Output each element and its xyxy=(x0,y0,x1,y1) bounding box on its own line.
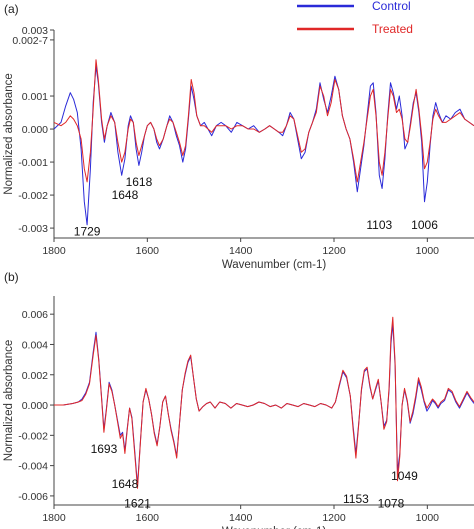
x-tick-label: 1200 xyxy=(322,512,346,524)
y-tick-label: 0.000 xyxy=(22,124,48,136)
x-tick-label: 1800 xyxy=(42,512,66,524)
peak-label: 1103 xyxy=(366,218,392,232)
y-axis-title: Normalized absorbance xyxy=(3,340,15,461)
y-tick-label: 0.000 xyxy=(22,400,48,412)
peak-label: 1049 xyxy=(391,469,418,483)
panel-label: (b) xyxy=(4,270,19,284)
y-tick-label: 0.002-7 xyxy=(12,35,48,47)
y-tick-label: 0.004 xyxy=(22,339,48,351)
x-tick-label: 1600 xyxy=(136,245,160,257)
peak-label: 1648 xyxy=(112,188,139,202)
peak-label: 1153 xyxy=(343,492,369,506)
x-tick-label: 1200 xyxy=(322,245,346,257)
peak-label: 1693 xyxy=(91,442,118,456)
y-tick-label: -0.006 xyxy=(18,491,48,503)
peak-label: 1648 xyxy=(112,477,139,491)
x-tick-label: 1600 xyxy=(136,512,160,524)
y-tick-label: 0.002 xyxy=(22,370,48,382)
peak-label: 1078 xyxy=(378,496,405,510)
y-tick-label: 0.006 xyxy=(22,309,48,321)
legend: Control Treated xyxy=(297,0,413,36)
peak-label: 1006 xyxy=(411,218,438,232)
y-tick-label: -0.001 xyxy=(18,157,48,169)
y-axis-title: Normalized absorbance xyxy=(3,73,15,194)
y-tick-label: -0.003 xyxy=(18,223,48,235)
legend-label-control: Control xyxy=(372,0,411,13)
peak-label: 1729 xyxy=(74,224,101,238)
y-tick-label: -0.002 xyxy=(18,430,48,442)
panel-label: (a) xyxy=(4,2,19,16)
y-tick-label: 0.001 xyxy=(22,91,48,103)
x-tick-label: 1800 xyxy=(42,245,66,257)
x-axis-title: Wavenumber (cm-1) xyxy=(222,259,327,271)
y-tick-label: -0.002 xyxy=(18,190,48,202)
series-line-treated xyxy=(54,316,474,489)
legend-label-treated: Treated xyxy=(372,22,413,36)
y-tick-label: -0.004 xyxy=(18,461,48,473)
series-line-control xyxy=(54,322,474,486)
peak-label: 1618 xyxy=(126,175,153,189)
peak-label: 1621 xyxy=(124,496,151,510)
x-tick-label: 1000 xyxy=(416,512,440,524)
x-tick-label: 1000 xyxy=(416,245,440,257)
series-line-treated xyxy=(53,59,474,183)
x-tick-label: 1400 xyxy=(229,512,253,524)
x-tick-label: 1400 xyxy=(229,245,253,257)
panel-b: (b) 0.006 0.004 0.002 0.000 -0.002 -0.004 -0.00… xyxy=(3,270,474,529)
x-axis-title: Wavenumber (cm-1) xyxy=(222,526,327,529)
y-tick-label: 0.003 xyxy=(22,25,48,37)
